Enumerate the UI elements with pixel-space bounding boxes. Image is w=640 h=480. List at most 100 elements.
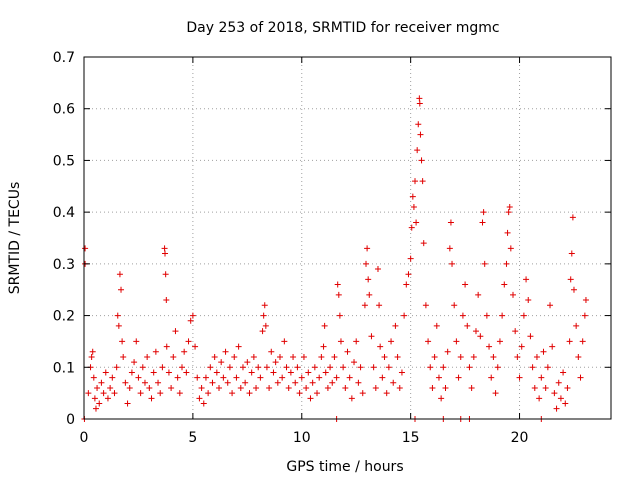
data-point [425,338,432,345]
data-point [100,390,107,397]
data-point [408,224,415,231]
data-point [133,338,140,345]
data-point [431,353,438,360]
data-point [141,379,148,386]
data-point [390,379,397,386]
data-point [415,121,422,128]
data-point [104,395,111,402]
data-point [292,379,299,386]
data-point [159,364,166,371]
data-point [253,384,260,391]
data-point [342,384,349,391]
data-point [279,374,286,381]
data-point [372,384,379,391]
data-point [233,374,240,381]
data-point [329,379,336,386]
data-point [405,271,412,278]
data-point [146,384,153,391]
data-point [557,395,564,402]
data-point [157,390,164,397]
data-point [262,322,269,329]
data-point [120,353,127,360]
data-point [309,379,316,386]
data-point [419,178,426,185]
data-point [235,343,242,350]
data-point [398,369,405,376]
data-point [305,369,312,376]
data-point [163,297,170,304]
data-point [128,369,135,376]
x-axis-label: GPS time / hours [286,459,403,475]
data-point [440,364,447,371]
data-point [294,364,301,371]
data-point [518,343,525,350]
data-point [211,353,218,360]
data-point [542,384,549,391]
data-point [533,353,540,360]
data-point [316,374,323,381]
data-point [377,343,384,350]
data-point [261,302,268,309]
data-point [383,390,390,397]
data-point [115,322,122,329]
data-point [102,369,109,376]
data-point [205,390,212,397]
data-point [479,219,486,226]
data-point [118,286,125,293]
data-point [88,353,95,360]
data-point [392,322,399,329]
data-point [181,348,188,355]
data-point [194,374,201,381]
data-point [170,353,177,360]
data-point [257,374,264,381]
data-point [401,312,408,319]
data-point [459,312,466,319]
data-point [242,379,249,386]
data-point [333,374,340,381]
data-point [255,364,262,371]
data-point [520,312,527,319]
data-point [416,100,423,107]
data-point [490,353,497,360]
data-point [359,390,366,397]
data-point [246,390,253,397]
data-point [91,395,98,402]
data-point [468,384,475,391]
data-point [298,374,305,381]
data-point [410,203,417,210]
data-point [582,297,589,304]
data-point [505,209,512,216]
data-point [396,384,403,391]
data-point [449,260,456,267]
data-point [403,281,410,288]
data-point [564,384,571,391]
data-point [470,353,477,360]
data-point [365,276,372,283]
data-point [185,338,192,345]
data-point [220,374,227,381]
data-point [152,348,159,355]
data-point [480,209,487,216]
data-point [427,364,434,371]
data-point [361,302,368,309]
data-point [549,343,556,350]
data-point [283,364,290,371]
data-point [447,219,454,226]
y-axis-label: SRMTID / TECUs [7,182,23,295]
data-point [137,390,144,397]
data-point [523,276,530,283]
data-point [433,322,440,329]
data-point [322,369,329,376]
y-tick-label: 0.1 [53,360,75,376]
data-point [300,353,307,360]
data-point [320,343,327,350]
data-point [324,384,331,391]
data-point [124,400,131,407]
data-point [544,364,551,371]
data-point [334,281,341,288]
data-point [444,348,451,355]
data-point [274,379,281,386]
data-point [224,379,231,386]
data-point [553,405,560,412]
data-point [150,369,157,376]
